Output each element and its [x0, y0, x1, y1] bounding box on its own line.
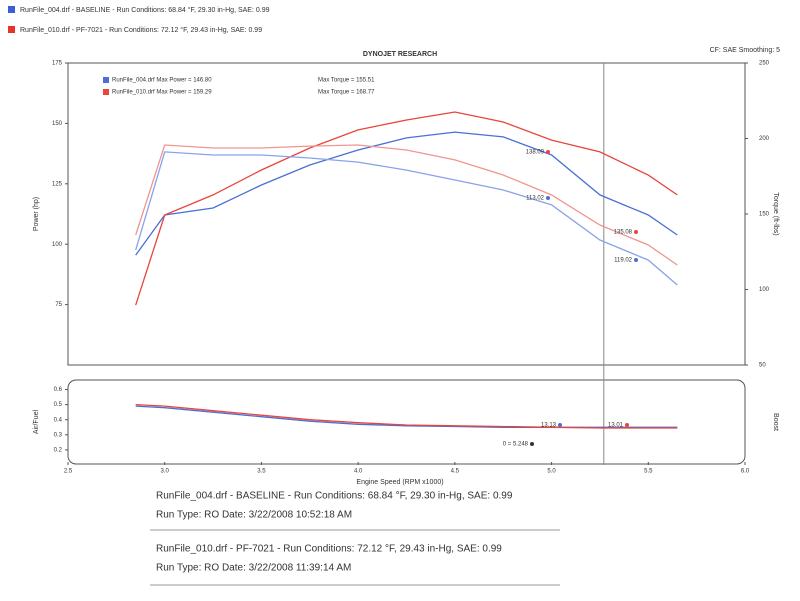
- series-line: [135, 151, 678, 286]
- series-line: [135, 131, 678, 256]
- y2-tick-label: 200: [759, 136, 770, 142]
- annotation-dot: [634, 258, 638, 262]
- series-line: [135, 403, 678, 429]
- legend-box: [100, 73, 400, 99]
- annotation-dot: [530, 442, 534, 446]
- footer-run: RunFile_010.drf - PF-7021 - Run Conditio…: [156, 544, 502, 555]
- y-axis-label: Power (hp): [33, 197, 40, 231]
- y-tick-label: 0.2: [54, 447, 63, 453]
- x-tick-label: 3.5: [257, 469, 266, 475]
- y-tick-label: 125: [52, 181, 63, 187]
- y-tick-label: 0.6: [54, 387, 63, 393]
- annotation-dot: [634, 230, 638, 234]
- x-tick-label: 2.5: [64, 469, 73, 475]
- y-tick-label: 0.4: [54, 417, 63, 423]
- y2-axis-label: Torque (ft-lbs): [772, 192, 779, 235]
- y-tick-label: 100: [52, 242, 63, 248]
- legend-entry: RunFile_010.drf Max Power = 159.29: [112, 90, 212, 96]
- annotation: 135.08: [614, 230, 633, 236]
- lower-y2-axis-label: Boost: [772, 413, 779, 431]
- annotation: 13.13: [541, 423, 557, 429]
- run-icon: [8, 6, 15, 13]
- x-tick-label: 4.0: [354, 469, 363, 475]
- x-axis-label: Engine Speed (RPM x1000): [356, 479, 443, 486]
- y-tick-label: 0.3: [54, 432, 63, 438]
- annotation: 113.02: [526, 196, 545, 202]
- y2-tick-label: 150: [759, 212, 770, 218]
- legend-entry: Max Torque = 155.51: [318, 78, 375, 84]
- annotation-dot: [558, 423, 562, 427]
- y-tick-label: 75: [55, 302, 62, 308]
- x-tick-label: 4.5: [451, 469, 460, 475]
- annotation: 138.09: [526, 150, 545, 156]
- x-tick-label: 3.0: [161, 469, 170, 475]
- legend-swatch: [103, 77, 109, 83]
- annotation-dot: [625, 423, 629, 427]
- series-line: [135, 405, 678, 428]
- annotation: 13.01: [608, 423, 624, 429]
- y2-tick-label: 50: [759, 363, 766, 369]
- annotation-dot: [546, 196, 550, 200]
- annotation: 119.02: [614, 258, 633, 264]
- run-icon: [8, 26, 15, 33]
- legend-entry: RunFile_004.drf Max Power = 146.80: [112, 78, 212, 84]
- footer-run: RunFile_004.drf - BASELINE - Run Conditi…: [156, 491, 513, 502]
- header-run: RunFile_010.drf - PF-7021 - Run Conditio…: [20, 26, 262, 34]
- legend-swatch: [103, 89, 109, 95]
- x-tick-label: 5.5: [644, 469, 653, 475]
- footer-run-type: Run Type: RO Date: 3/22/2008 11:39:14 AM: [156, 563, 351, 574]
- annotation: 0 = 5.248: [503, 442, 529, 448]
- legend-entry: Max Torque = 168.77: [318, 90, 375, 96]
- y2-tick-label: 250: [759, 61, 770, 67]
- x-tick-label: 6.0: [741, 469, 750, 475]
- y-tick-label: 175: [52, 61, 63, 67]
- series-line: [135, 111, 678, 306]
- y-tick-label: 150: [52, 121, 63, 127]
- chart-subtitle: CF: SAE Smoothing: 5: [710, 47, 781, 54]
- lower-y-axis-label: Air/Fuel: [33, 410, 40, 435]
- lower-plot-frame: [67, 379, 746, 465]
- series-line: [135, 144, 678, 266]
- footer-run-type: Run Type: RO Date: 3/22/2008 10:52:18 AM: [156, 510, 352, 521]
- annotation-dot: [546, 150, 550, 154]
- x-tick-label: 5.0: [547, 469, 556, 475]
- chart-title: DYNOJET RESEARCH: [363, 51, 437, 58]
- y2-tick-label: 100: [759, 287, 770, 293]
- y-tick-label: 0.5: [54, 402, 63, 408]
- header-run: RunFile_004.drf - BASELINE - Run Conditi…: [20, 6, 270, 14]
